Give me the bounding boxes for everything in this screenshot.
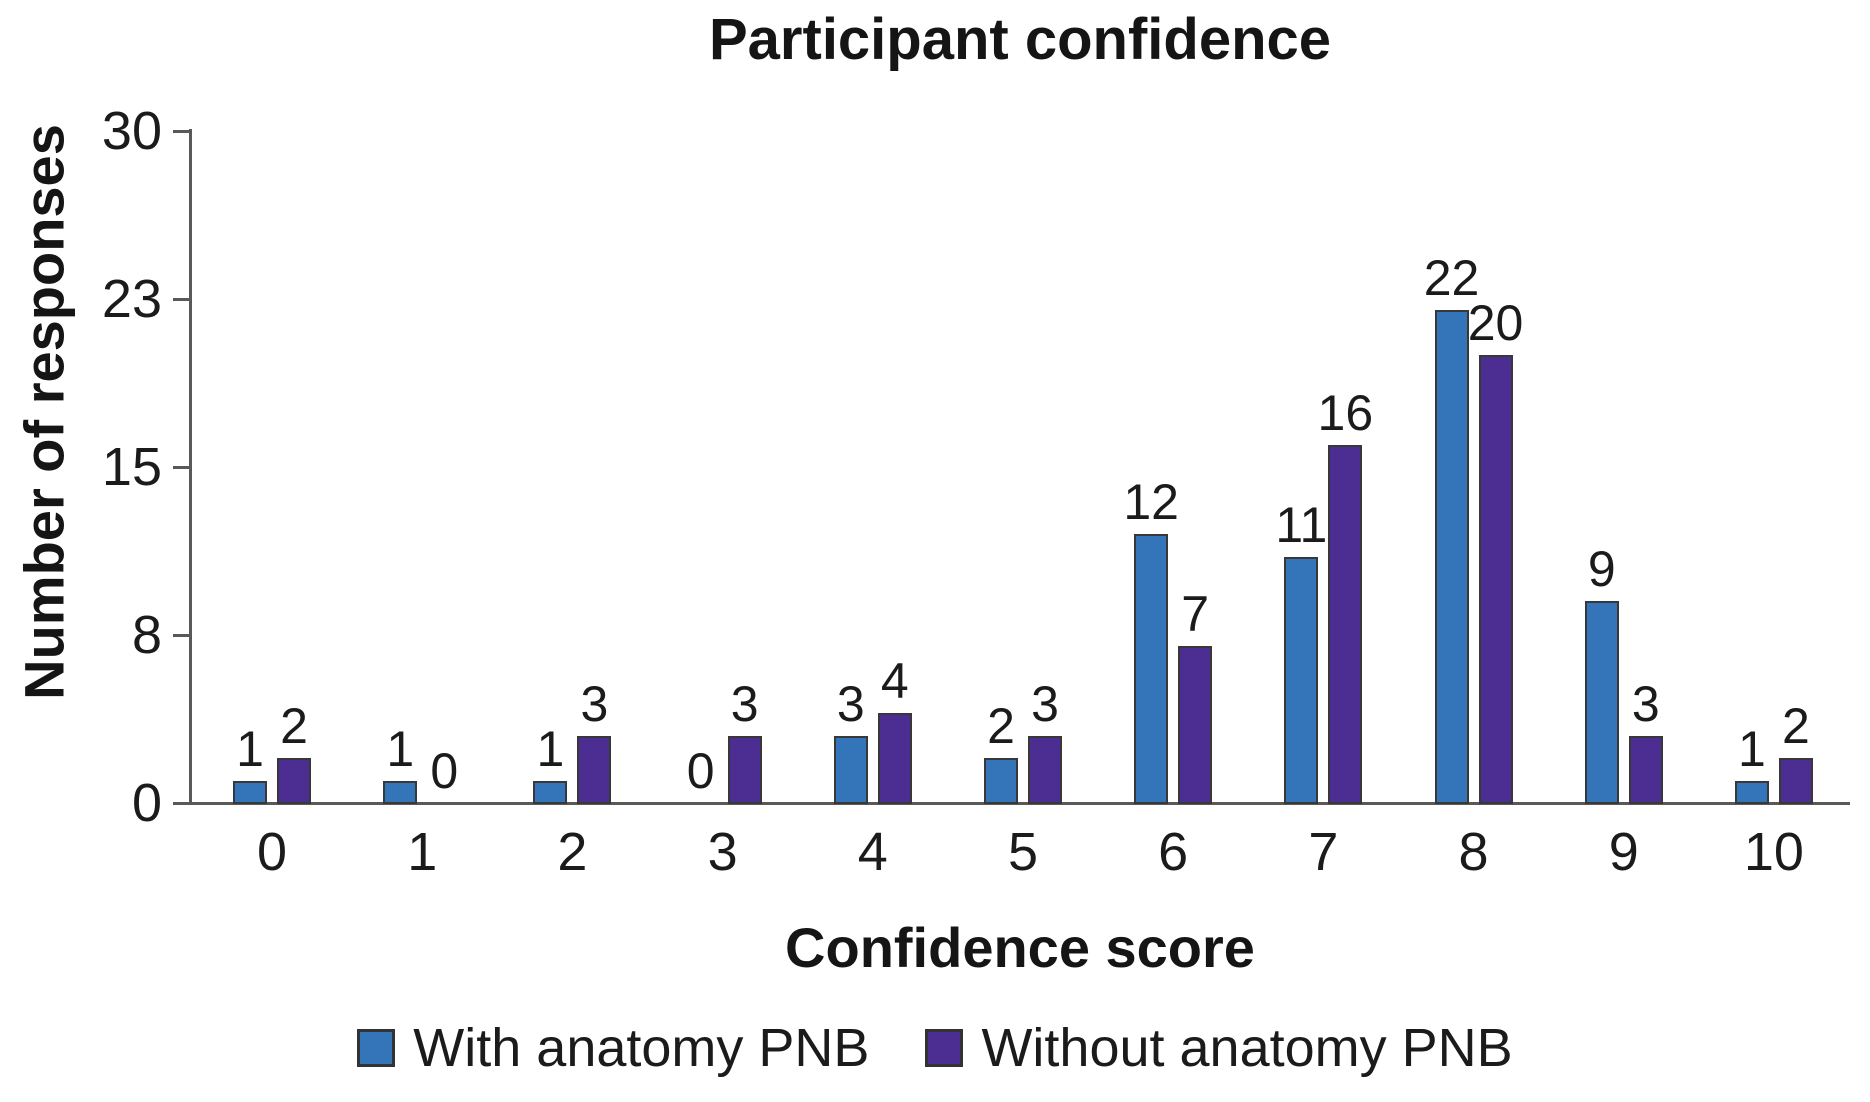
bar-with-anatomy-pnb: [833, 735, 868, 804]
bar-with-anatomy-pnb: [1134, 534, 1169, 804]
bar-value-label: 1: [1738, 720, 1766, 777]
bar-value-label: 2: [1782, 698, 1810, 755]
bar-with-anatomy-pnb: [1584, 601, 1619, 804]
bar-value-label: 1: [536, 720, 565, 777]
bar-without-anatomy-pnb: [1178, 646, 1213, 804]
x-tick-label: 6: [1158, 822, 1189, 882]
bar-value-label: 1: [386, 720, 415, 777]
y-tick-mark: [173, 298, 190, 301]
bar-value-label: 12: [1123, 474, 1179, 531]
legend-item: With anatomy PNB: [357, 1017, 869, 1079]
y-tick-mark: [173, 466, 190, 469]
legend-swatch-without-anatomy-pnb: [925, 1029, 964, 1067]
y-tick-label: 30: [101, 101, 162, 161]
y-tick-label: 15: [101, 437, 162, 497]
x-tick-label: 2: [557, 822, 588, 882]
bar-value-label: 3: [580, 675, 609, 732]
bar-without-anatomy-pnb: [577, 735, 612, 804]
bar-without-anatomy-pnb: [1778, 758, 1813, 804]
chart-title: Participant confidence: [708, 7, 1332, 72]
x-axis-title: Confidence score: [785, 916, 1255, 979]
bar-value-label: 16: [1317, 384, 1374, 441]
bar-with-anatomy-pnb: [533, 780, 568, 804]
x-tick-label: 8: [1458, 822, 1489, 882]
y-tick-label: 8: [131, 605, 162, 665]
bar-without-anatomy-pnb: [877, 713, 912, 804]
bar-value-label: 3: [1631, 675, 1660, 732]
bar-value-label: 1: [236, 720, 264, 777]
bar-value-label: 3: [730, 675, 759, 732]
legend: With anatomy PNB Without anatomy PNB: [0, 1016, 1870, 1080]
bar-with-anatomy-pnb: [1434, 310, 1469, 804]
legend-swatch-with-anatomy-pnb: [357, 1029, 396, 1067]
bar-value-label: 0: [430, 743, 459, 799]
y-tick-mark: [173, 130, 190, 133]
x-tick-label: 3: [707, 822, 738, 882]
bar-without-anatomy-pnb: [1328, 444, 1363, 804]
bar-value-label: 7: [1181, 586, 1210, 643]
y-tick-label: 0: [131, 773, 162, 833]
x-tick-label: 5: [1007, 822, 1039, 882]
y-tick-mark: [173, 634, 190, 637]
bar-value-label: 9: [1587, 541, 1616, 598]
legend-label: With anatomy PNB: [413, 1018, 870, 1078]
y-tick-label: 23: [101, 269, 162, 329]
bar-with-anatomy-pnb: [1734, 780, 1769, 804]
bar-without-anatomy-pnb: [1628, 735, 1663, 804]
bar-value-label: 2: [280, 698, 308, 755]
bar-with-anatomy-pnb: [383, 780, 418, 804]
bar-without-anatomy-pnb: [1028, 735, 1062, 804]
bar-without-anatomy-pnb: [277, 758, 312, 804]
bar-with-anatomy-pnb: [984, 758, 1018, 804]
legend-label: Without anatomy PNB: [981, 1018, 1513, 1078]
bar-value-label: 2: [987, 698, 1015, 755]
bar-value-label: 3: [836, 675, 865, 732]
bar-value-label: 0: [686, 743, 715, 799]
y-tick-mark: [173, 802, 190, 805]
x-tick-label: 0: [257, 822, 288, 882]
bar-without-anatomy-pnb: [1478, 355, 1513, 804]
x-tick-label: 7: [1308, 822, 1339, 882]
bar-value-label: 3: [1031, 675, 1059, 732]
legend-item: Without anatomy PNB: [925, 1017, 1513, 1079]
bar-value-label: 11: [1275, 496, 1328, 553]
bar-value-label: 20: [1467, 295, 1524, 351]
y-axis-line: [189, 129, 192, 805]
x-tick-label: 10: [1743, 822, 1804, 882]
bar-value-label: 4: [880, 653, 909, 710]
x-tick-label: 1: [407, 822, 438, 882]
bar-with-anatomy-pnb: [1284, 556, 1319, 804]
bar-with-anatomy-pnb: [233, 780, 268, 804]
x-tick-label: 9: [1608, 822, 1639, 882]
x-tick-label: 4: [857, 822, 888, 882]
bar-without-anatomy-pnb: [727, 735, 762, 804]
bar-value-label: 22: [1423, 250, 1480, 307]
